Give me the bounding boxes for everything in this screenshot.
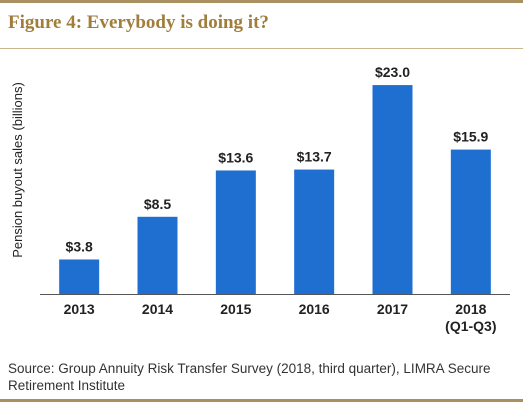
bar-2013 bbox=[59, 259, 100, 294]
x-tick-label-2013: 2013 bbox=[64, 301, 95, 317]
value-label-2014: $8.5 bbox=[144, 196, 171, 212]
value-label-2016: $13.7 bbox=[297, 149, 332, 165]
x-tick-sublabel-2018: (Q1-Q3) bbox=[445, 318, 496, 334]
x-tick-label-2014: 2014 bbox=[142, 301, 173, 317]
x-tick-label-2018: 2018 bbox=[455, 301, 486, 317]
source-note: Source: Group Annuity Risk Transfer Surv… bbox=[8, 361, 491, 393]
x-tick-label-2016: 2016 bbox=[299, 301, 330, 317]
x-tick-label-2015: 2015 bbox=[220, 301, 251, 317]
bottom-rule bbox=[0, 399, 523, 402]
x-tick-labels-group: 2013 2014 2015 2016 2017 2018(Q1-Q3) bbox=[64, 301, 497, 334]
top-rule bbox=[0, 0, 523, 3]
value-label-2017: $23.0 bbox=[375, 64, 410, 80]
x-tick-label-2017: 2017 bbox=[377, 301, 408, 317]
bar-2018 bbox=[450, 149, 491, 294]
value-label-2013: $3.8 bbox=[66, 238, 93, 254]
y-axis-label: Pension buyout sales (billions) bbox=[10, 82, 25, 258]
bars-group bbox=[59, 85, 491, 294]
title-divider bbox=[0, 48, 523, 49]
bar-2014 bbox=[137, 216, 178, 294]
bar-2016 bbox=[294, 169, 335, 294]
value-labels-group: $3.8 $8.5 $13.6 $13.7 $23.0 $15.9 bbox=[66, 64, 489, 254]
bar-2015 bbox=[215, 170, 256, 294]
figure-title: Figure 4: Everybody is doing it? bbox=[8, 12, 269, 33]
bar-2017 bbox=[372, 85, 413, 294]
value-label-2015: $13.6 bbox=[218, 149, 253, 165]
value-label-2018: $15.9 bbox=[453, 129, 488, 145]
